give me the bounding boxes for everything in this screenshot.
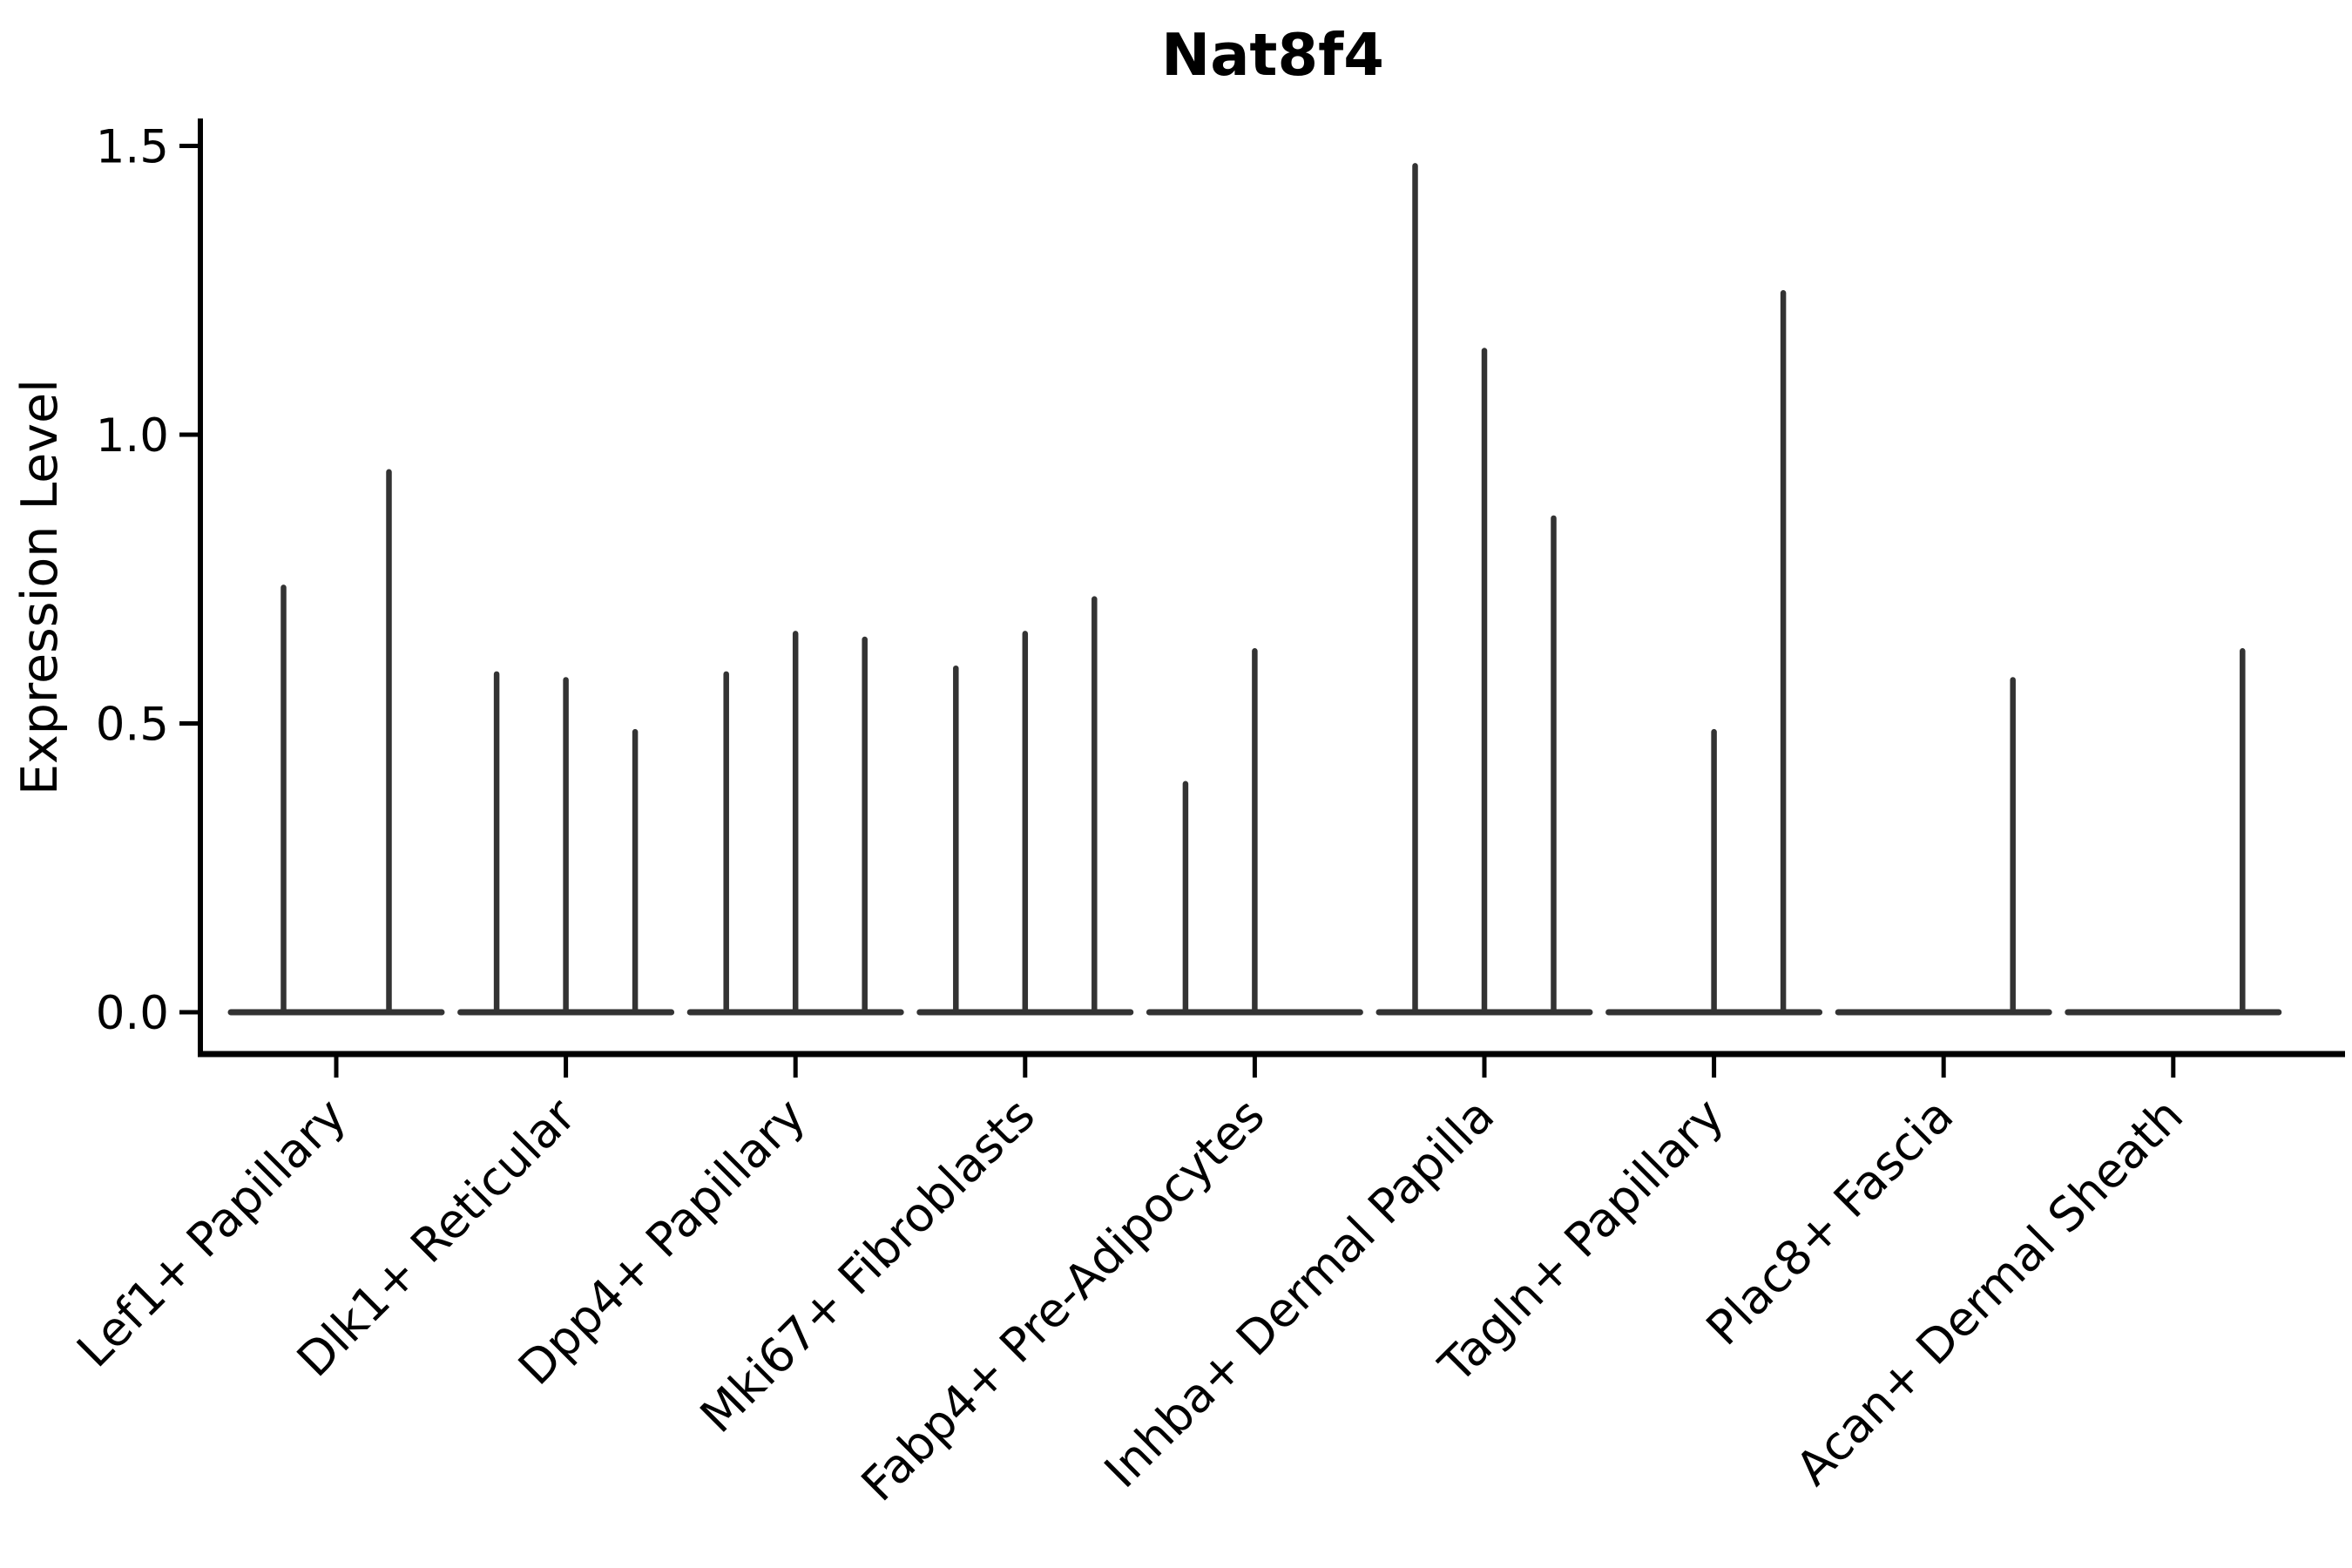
x-tick-label: Fabp4+ Pre-Adipocytes (851, 1088, 1275, 1512)
x-tick-label: Inhba+ Dermal Papilla (1094, 1088, 1504, 1498)
y-tick-label: 1.5 (96, 121, 169, 174)
chart-title: Nat8f4 (1161, 21, 1384, 89)
y-tick-label: 1.0 (96, 409, 169, 463)
y-tick-label: 0.5 (96, 699, 169, 752)
x-tick-label: Acan+ Dermal Sheath (1786, 1088, 2193, 1496)
x-tick-label: Plac8+ Fascia (1696, 1088, 1964, 1356)
y-tick-label: 0.0 (96, 987, 169, 1040)
